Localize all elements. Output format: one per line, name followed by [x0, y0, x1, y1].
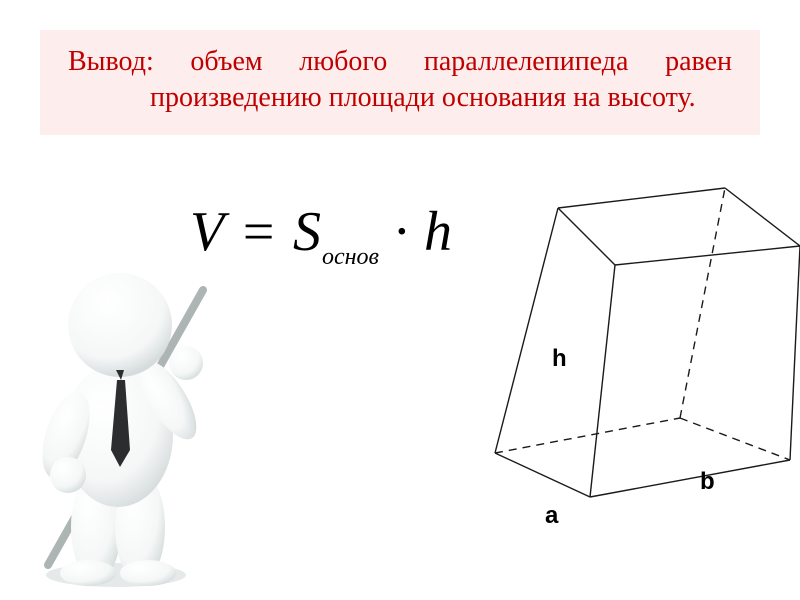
label-h: h [552, 345, 567, 373]
conclusion-text: Вывод: объем любого параллелепипеда раве… [68, 44, 732, 117]
conclusion-box: Вывод: объем любого параллелепипеда раве… [40, 30, 760, 135]
parallelepiped-diagram [245, 180, 800, 590]
label-a: a [545, 502, 558, 530]
label-b: b [700, 468, 715, 496]
character-figure [8, 235, 223, 590]
